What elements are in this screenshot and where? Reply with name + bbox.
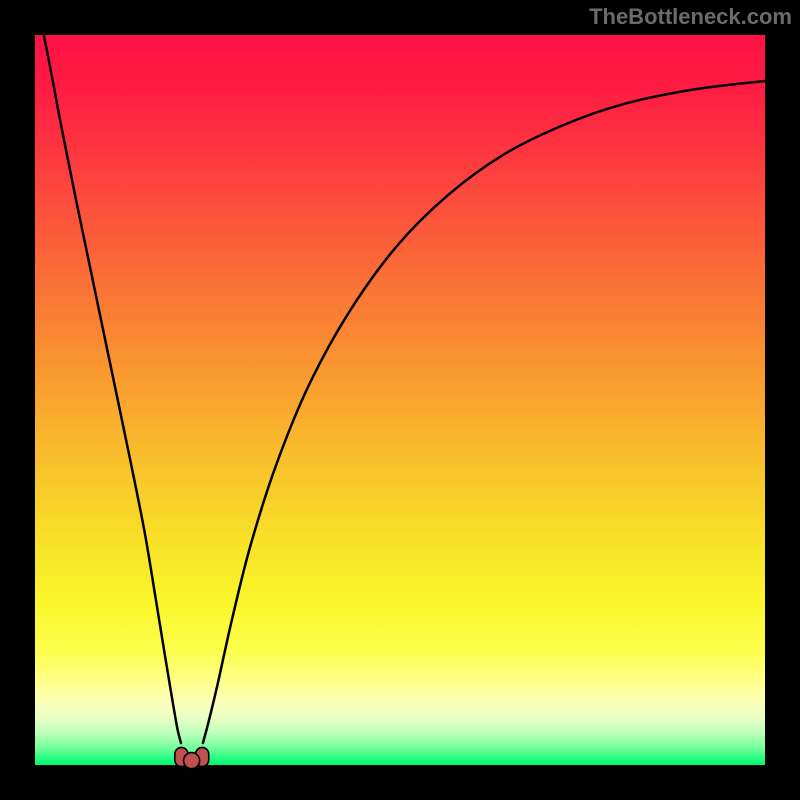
- marker-2: [184, 753, 200, 769]
- bottleneck-chart: TheBottleneck.com: [0, 0, 800, 800]
- watermark-text: TheBottleneck.com: [589, 4, 792, 29]
- chart-plot-area: [35, 35, 765, 765]
